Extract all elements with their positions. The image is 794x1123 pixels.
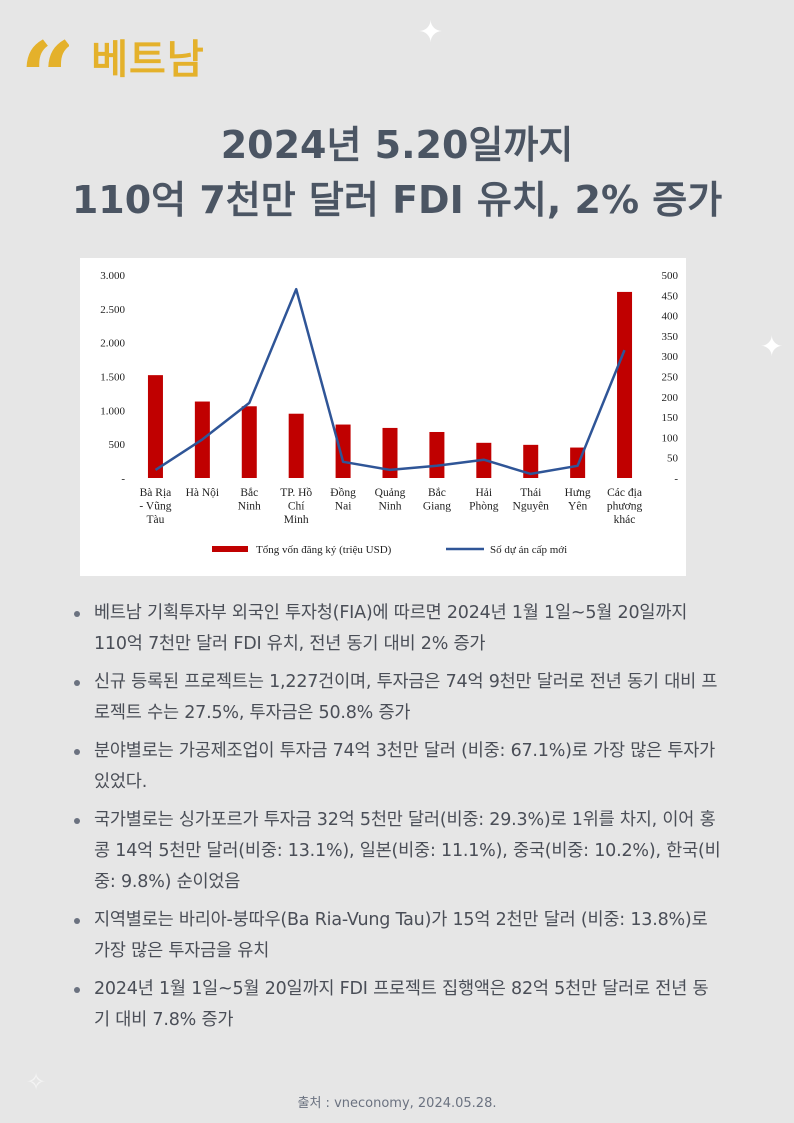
bar <box>241 406 257 478</box>
bar <box>429 431 445 478</box>
fdi-chart: - 500 1.000 1.500 2.000 2.500 3.000 - 50 100 150 20… <box>80 258 686 576</box>
legend-line-label: Số dự án cấp mới <box>490 544 567 556</box>
category-label: Minh <box>284 514 309 526</box>
left-axis-tick-label: 2.000 <box>100 338 125 350</box>
category-label: Nai <box>335 501 352 513</box>
bullet-dot-icon <box>74 818 80 824</box>
bullet-text: 2024년 1월 1일~5월 20일까지 FDI 프로젝트 집행액은 82억 5… <box>94 979 709 1030</box>
right-axis-tick-label: 450 <box>662 290 679 302</box>
bullet-text: 분야별로는 가공제조업이 투자금 74억 3천만 달러 (비중: 67.1%)로… <box>94 741 716 792</box>
bullet-dot-icon <box>74 680 80 686</box>
category-label: Thái <box>520 487 541 499</box>
title-line-2: 110억 7천만 달러 FDI 유치, 2% 증가 <box>71 178 723 222</box>
right-axis-tick-label: 500 <box>662 270 679 282</box>
chart-svg: - 500 1.000 1.500 2.000 2.500 3.000 - 50 100 150 20… <box>100 270 679 556</box>
bar <box>617 291 633 478</box>
category-label: Phòng <box>469 501 499 513</box>
category-label: Đồng <box>330 486 356 499</box>
category-label: Chí <box>288 501 305 513</box>
right-axis-tick-label: 50 <box>667 453 679 465</box>
bullet-dot-icon <box>74 749 80 755</box>
page-title: 2024년 5.20일까지 110억 7천만 달러 FDI 유치, 2% 증가 <box>0 118 794 228</box>
bar <box>523 444 539 478</box>
bullet-text: 베트남 기획투자부 외국인 투자청(FIA)에 따르면 2024년 1월 1일~… <box>94 603 688 654</box>
left-axis-tick-label: 1.000 <box>100 405 125 417</box>
right-axis-tick-label: 150 <box>662 412 679 424</box>
bar <box>335 424 351 478</box>
left-axis-tick-label: 500 <box>109 439 126 451</box>
country-label: 베트남 <box>91 37 205 83</box>
bullet-item: 지역별로는 바리아-붕따우(Ba Ria-Vung Tau)가 15억 2천만 … <box>72 905 722 967</box>
sparkle-icon: ✦ <box>760 330 784 363</box>
bullet-text: 신규 등록된 프로젝트는 1,227건이며, 투자금은 74억 9천만 달러로 … <box>94 672 718 723</box>
sparkle-icon: ✦ <box>418 15 444 50</box>
sparkle-icon: ✧ <box>26 1068 47 1096</box>
category-label: Ninh <box>238 501 261 513</box>
bullet-dot-icon <box>74 918 80 924</box>
category-label: Giang <box>423 501 451 513</box>
legend-bar-label: Tổng vốn đăng ký (triệu USD) <box>256 544 392 556</box>
category-label: Ninh <box>379 501 402 513</box>
bullet-dot-icon <box>74 611 80 617</box>
bar <box>288 413 304 478</box>
category-label: khác <box>614 514 636 526</box>
category-label: Hà Nội <box>186 487 220 499</box>
title-line-1: 2024년 5.20일까지 <box>220 123 574 167</box>
series-line <box>154 287 626 476</box>
right-axis-tick-label: 200 <box>662 392 679 404</box>
header: “ 베트남 <box>20 26 205 90</box>
category-label: Quảng <box>375 487 406 499</box>
bar <box>147 375 163 478</box>
left-axis-tick-label: 2.500 <box>100 304 125 316</box>
right-axis-tick-label: 350 <box>662 331 679 343</box>
category-label: Bà Rịa <box>140 487 172 499</box>
category-label: Các địa <box>607 487 642 499</box>
right-axis-tick-label: 300 <box>662 351 679 363</box>
left-axis-tick-label: 3.000 <box>100 270 125 282</box>
left-axis-tick-label: 1.500 <box>100 372 125 384</box>
category-label: Hải <box>476 487 493 499</box>
category-label: Tàu <box>147 514 165 526</box>
category-label: Bắc <box>428 486 446 499</box>
right-axis-tick-label: 250 <box>662 372 679 384</box>
left-axis-tick-label: - <box>121 473 125 485</box>
category-label: - Vũng <box>139 501 171 513</box>
category-label: phương <box>607 501 643 513</box>
bullet-list: 베트남 기획투자부 외국인 투자청(FIA)에 따르면 2024년 1월 1일~… <box>72 598 722 1043</box>
source-text: 출처 : vneconomy, 2024.05.28. <box>297 1096 497 1111</box>
legend-bar-swatch <box>212 546 248 552</box>
bar <box>382 427 398 478</box>
bullet-item: 2024년 1월 1일~5월 20일까지 FDI 프로젝트 집행액은 82억 5… <box>72 974 722 1036</box>
bullet-text: 국가별로는 싱가포르가 투자금 32억 5천만 달러(비중: 29.3%)로 1… <box>94 810 721 892</box>
quote-mark-icon: “ <box>20 30 70 90</box>
category-label: Bắc <box>240 486 258 499</box>
right-axis-tick-label: 100 <box>662 432 679 444</box>
bullet-item: 분야별로는 가공제조업이 투자금 74억 3천만 달러 (비중: 67.1%)로… <box>72 736 722 798</box>
bullet-item: 국가별로는 싱가포르가 투자금 32억 5천만 달러(비중: 29.3%)로 1… <box>72 805 722 898</box>
category-label: TP. Hồ <box>280 486 312 499</box>
bullet-dot-icon <box>74 987 80 993</box>
category-label: Nguyên <box>513 501 550 513</box>
bullet-text: 지역별로는 바리아-붕따우(Ba Ria-Vung Tau)가 15억 2천만 … <box>94 910 708 961</box>
category-label: Yên <box>568 501 587 513</box>
right-axis-tick-label: 400 <box>662 311 679 323</box>
bullet-item: 베트남 기획투자부 외국인 투자청(FIA)에 따르면 2024년 1월 1일~… <box>72 598 722 660</box>
right-axis-tick-label: - <box>674 473 678 485</box>
category-label: Hưng <box>565 487 591 499</box>
bullet-item: 신규 등록된 프로젝트는 1,227건이며, 투자금은 74억 9천만 달러로 … <box>72 667 722 729</box>
